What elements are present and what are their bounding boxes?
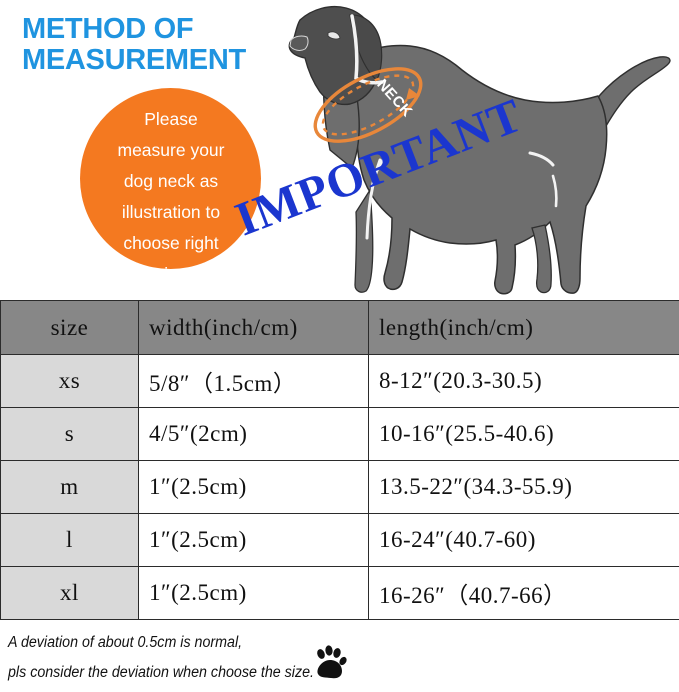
cell-length: 13.5-22″(34.3-55.9) [368, 460, 679, 514]
table-row: xl 1″(2.5cm) 16-26″（40.7-66） [0, 566, 679, 620]
paw-print-icon [317, 645, 347, 679]
table-row: l 1″(2.5cm) 16-24″(40.7-60) [0, 513, 679, 567]
callout-circle [80, 88, 261, 269]
dog-foreleg-line [370, 158, 385, 188]
dog-body-shape [356, 44, 608, 295]
cell-size: xs [0, 354, 139, 408]
cell-size: l [0, 513, 139, 567]
cell-length: 16-24″(40.7-60) [368, 513, 679, 567]
dog-rear-leg-shape [531, 224, 552, 294]
column-header-length: length(inch/cm) [368, 300, 679, 355]
cell-width: 4/5″(2cm) [138, 407, 369, 461]
table-row: xs 5/8″（1.5cm） 8-12″(20.3-30.5) [0, 354, 679, 408]
cell-length: 16-26″（40.7-66） [368, 566, 679, 620]
page-title: METHOD OF MEASUREMENT [22, 13, 246, 76]
cell-size: xl [0, 566, 139, 620]
cell-width: 5/8″（1.5cm） [138, 354, 369, 408]
dog-eye-shape [327, 31, 341, 40]
dog-shoulder-line [350, 14, 384, 85]
dog-tail-shape [587, 56, 671, 128]
illustration-area: METHOD OF MEASUREMENT [0, 0, 679, 302]
dog-hindleg-line [551, 174, 558, 208]
cell-length: 10-16″(25.5-40.6) [368, 407, 679, 461]
cell-width: 1″(2.5cm) [138, 460, 369, 514]
dog-illustration [288, 5, 671, 295]
neck-measure-arrow [406, 88, 420, 100]
cell-width: 1″(2.5cm) [138, 513, 369, 567]
cell-size: s [0, 407, 139, 461]
dog-chest-line [365, 158, 382, 240]
footer-line-1: A deviation of about 0.5cm is normal, [8, 634, 243, 651]
cell-length: 8-12″(20.3-30.5) [368, 354, 679, 408]
size-table: size width(inch/cm) length(inch/cm) xs 5… [0, 300, 679, 620]
dog-muzzle-shape [289, 35, 309, 51]
footer-note: A deviation of about 0.5cm is normal, pl… [0, 626, 679, 692]
column-header-size: size [0, 300, 139, 355]
dog-haunch-line [528, 151, 555, 167]
table-header-row: size width(inch/cm) length(inch/cm) [0, 300, 679, 355]
cell-size: m [0, 460, 139, 514]
cell-width: 1″(2.5cm) [138, 566, 369, 620]
callout-text: Please measure your dog neck as illustra… [117, 109, 225, 284]
footer-line-2: pls consider the deviation when choose t… [8, 664, 314, 681]
column-header-width: width(inch/cm) [138, 300, 369, 355]
table-row: s 4/5″(2cm) 10-16″(25.5-40.6) [0, 407, 679, 461]
table-row: m 1″(2.5cm) 13.5-22″(34.3-55.9) [0, 460, 679, 514]
